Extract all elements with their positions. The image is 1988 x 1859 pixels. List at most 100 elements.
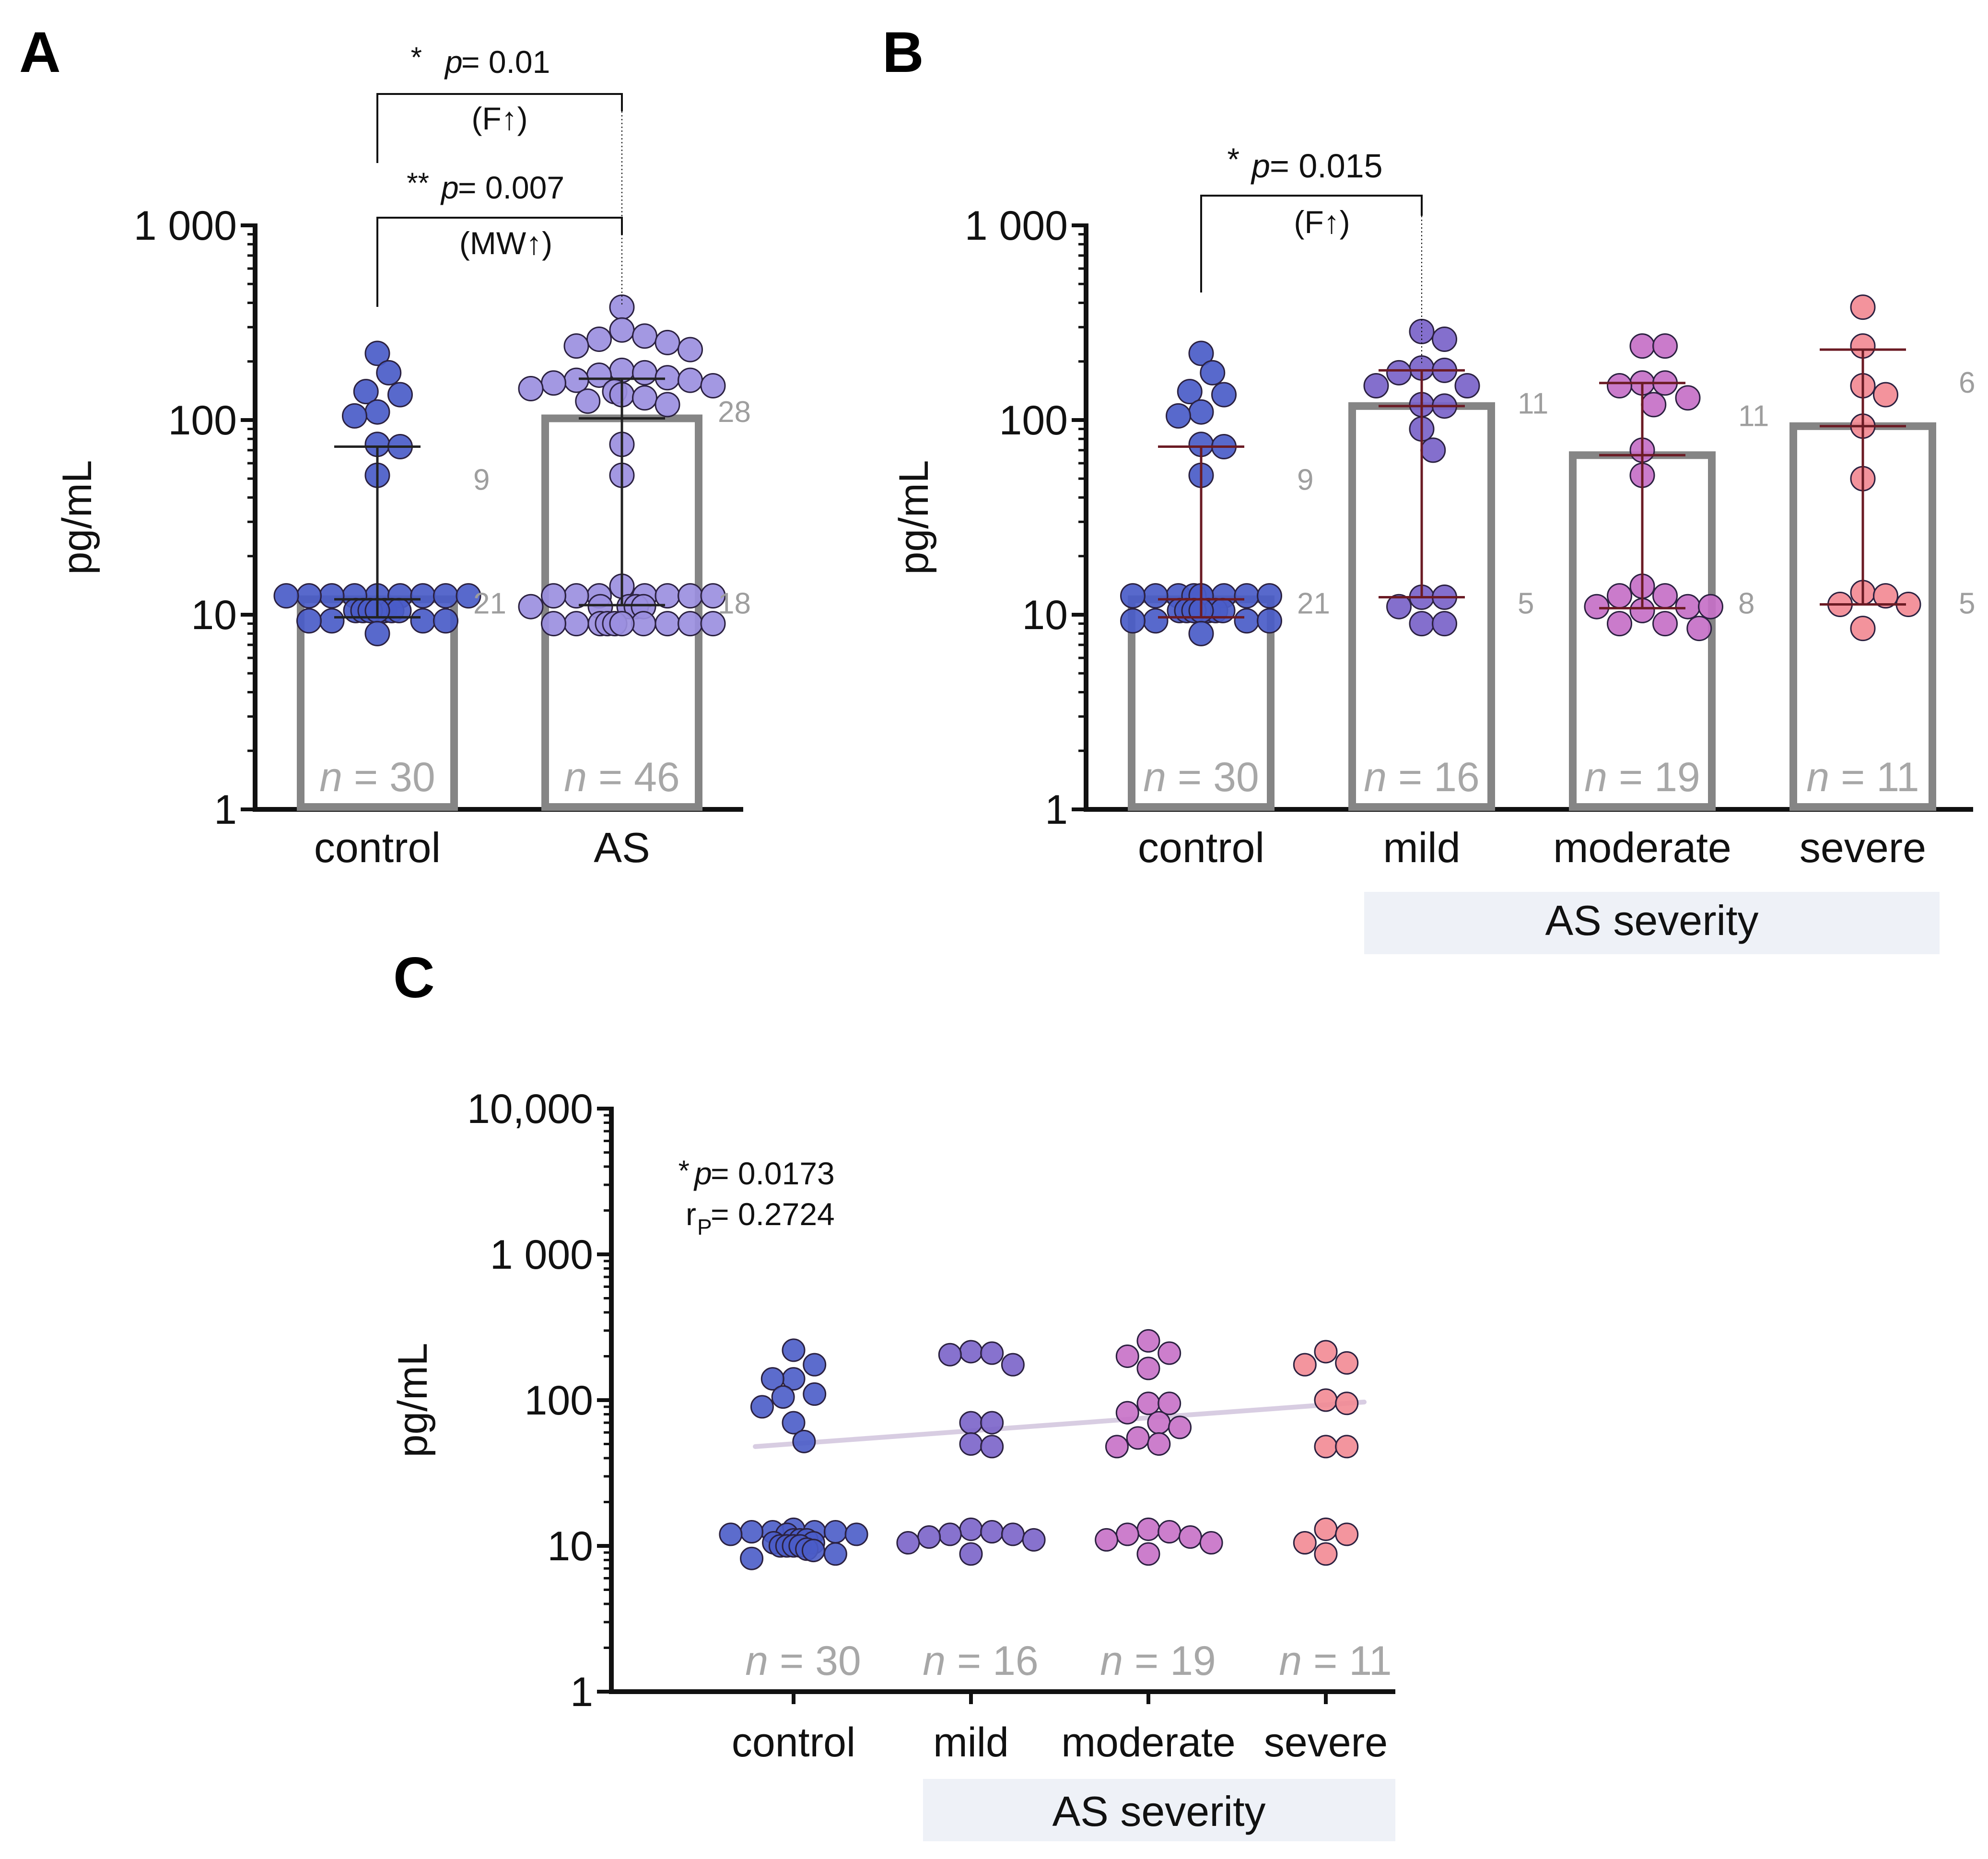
y-tick-label: 1: [1045, 787, 1068, 833]
data-point: [1136, 1517, 1160, 1541]
y-tick-label: 10,000: [467, 1086, 593, 1132]
data-point: [456, 583, 481, 609]
data-point: [1641, 392, 1667, 418]
stats-box: * p = 0.0173 r P = 0.2724: [678, 1155, 835, 1239]
upper-count-label: 6: [1959, 366, 1975, 399]
data-point: [353, 379, 379, 405]
x-category-label: moderate: [1553, 824, 1731, 871]
comparison-p-label: p: [440, 170, 459, 205]
x-category-label: AS: [594, 824, 650, 871]
stats-r-subscript: P: [697, 1215, 712, 1239]
data-point: [678, 611, 703, 637]
data-point: [655, 329, 680, 355]
panel-letter-b: B: [882, 20, 924, 84]
x-category-label: moderate: [1061, 1719, 1235, 1765]
data-point: [364, 399, 390, 425]
comparison-p-label: p: [444, 44, 463, 80]
y-tick-label: 1 000: [490, 1232, 593, 1278]
y-tick-label: 100: [525, 1378, 594, 1424]
data-point: [719, 1522, 743, 1546]
data-point: [1147, 1411, 1171, 1435]
data-point: [823, 1542, 847, 1566]
data-point: [678, 337, 703, 362]
upper-count-label: 11: [1738, 400, 1769, 433]
data-point: [364, 620, 390, 646]
upper-count-label: 28: [718, 396, 751, 429]
data-point: [342, 403, 367, 429]
lower-count-label: 5: [1959, 587, 1975, 620]
y-tick-label: 100: [999, 398, 1068, 444]
data-point: [1314, 1542, 1338, 1566]
data-point: [563, 333, 589, 359]
data-point: [1335, 1435, 1359, 1459]
data-point: [631, 611, 656, 637]
data-point: [678, 583, 703, 609]
data-point: [273, 583, 299, 609]
lower-count-label: 21: [473, 587, 506, 620]
data-point: [609, 294, 635, 320]
data-point: [518, 375, 544, 401]
data-point: [803, 1353, 827, 1377]
data-point: [1126, 1426, 1150, 1450]
data-point: [938, 1522, 962, 1546]
n-label: n = 16: [923, 1638, 1039, 1684]
data-point: [792, 1429, 816, 1453]
lower-count-label: 5: [1518, 587, 1534, 620]
panel-b-marks: 1 10 100 1 000 pg/mL 9 21 n = 30 control 11 5 n = 1…: [891, 203, 1975, 871]
y-tick-label: 100: [168, 398, 237, 444]
panel-a-marks: 1 10 100 1 000 pg/mL 9 21 n = 30 control 28 18 n = …: [54, 203, 751, 871]
x-category-label: severe: [1800, 824, 1926, 871]
data-point: [1158, 1391, 1181, 1415]
data-point: [823, 1520, 847, 1544]
data-point: [1454, 373, 1480, 399]
data-point: [1607, 611, 1632, 637]
y-tick-label: 10: [547, 1523, 593, 1569]
data-point: [1188, 340, 1214, 366]
stats-p-value: = 0.0173: [711, 1156, 835, 1191]
data-point: [586, 327, 612, 352]
data-point: [1211, 382, 1237, 408]
x-category-label: control: [314, 824, 441, 871]
data-point: [541, 583, 566, 609]
data-point: [959, 1340, 983, 1364]
n-label: n = 19: [1100, 1638, 1216, 1684]
n-label: n = 16: [1364, 754, 1480, 800]
data-point: [1143, 608, 1169, 634]
data-point: [1001, 1353, 1025, 1377]
x-category-label: mild: [933, 1719, 1009, 1765]
data-point: [1629, 333, 1655, 359]
panel-c-marks: 1 10 100 1 000 10,000 pg/mL n = 30 control n = 1…: [390, 1086, 1395, 1765]
data-point: [1105, 1435, 1129, 1459]
data-point: [1335, 1391, 1359, 1415]
data-point: [1335, 1522, 1359, 1546]
upper-count-label: 9: [473, 463, 490, 496]
data-point: [896, 1531, 920, 1555]
comparison-test: (F↑): [1294, 204, 1350, 240]
data-point: [938, 1343, 962, 1367]
x-category-label: mild: [1383, 824, 1460, 871]
panel-c: C AS severity * p = 0.0173 r P = 0.2724 …: [390, 946, 1395, 1841]
comparison-test: (F↑): [471, 101, 527, 136]
y-tick-label: 1 000: [134, 203, 237, 249]
lower-count-label: 21: [1297, 587, 1330, 620]
x-category-label: severe: [1264, 1719, 1388, 1765]
data-point: [1652, 333, 1678, 359]
data-point: [364, 340, 390, 366]
data-point: [1143, 583, 1169, 609]
data-point: [750, 1395, 774, 1419]
data-point: [1120, 608, 1146, 634]
data-point: [1873, 382, 1898, 408]
data-point: [1386, 594, 1412, 620]
data-point: [1652, 611, 1678, 637]
data-point: [296, 583, 322, 609]
data-point: [563, 611, 589, 637]
data-point: [541, 611, 566, 637]
panel-letter-a: A: [19, 20, 61, 84]
data-point: [782, 1338, 806, 1362]
data-point: [1686, 616, 1712, 642]
data-point: [1314, 1388, 1338, 1412]
data-point: [1136, 1542, 1160, 1566]
data-point: [771, 1385, 795, 1409]
x-category-label: control: [1138, 824, 1264, 871]
data-point: [1120, 583, 1146, 609]
